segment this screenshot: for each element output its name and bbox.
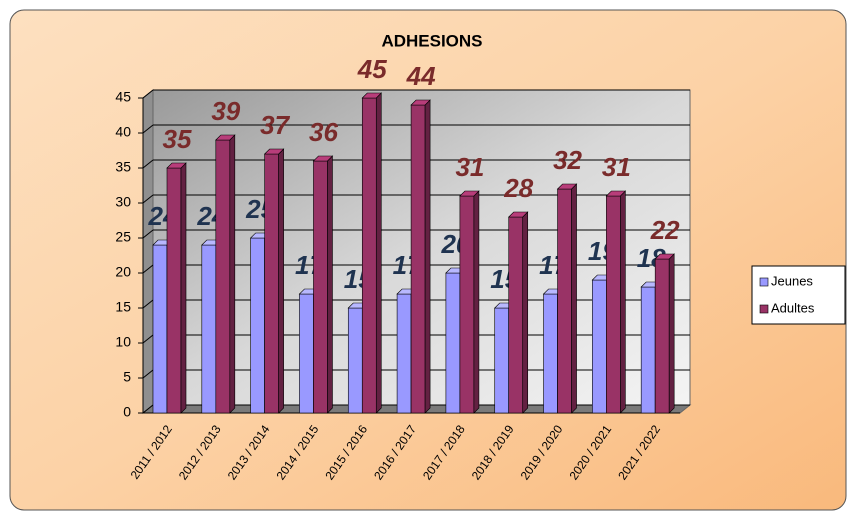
bar-top xyxy=(556,183,578,190)
data-label: 31 xyxy=(455,152,484,182)
bar-front xyxy=(347,307,363,414)
bar-top xyxy=(166,162,187,169)
y-tick-label: 5 xyxy=(123,369,131,385)
bar xyxy=(508,211,529,414)
bar-top xyxy=(263,148,285,155)
data-label: 28 xyxy=(503,173,533,203)
y-tick-label: 40 xyxy=(115,124,131,140)
bar-front xyxy=(494,307,510,414)
bar-front xyxy=(152,244,168,414)
bar xyxy=(312,155,334,414)
side-wall xyxy=(142,88,154,415)
grid-line-side xyxy=(142,159,154,169)
chart-title: ADHESIONS xyxy=(381,31,482,50)
bar-top xyxy=(459,190,480,197)
data-label: 35 xyxy=(163,124,192,154)
data-label: 32 xyxy=(553,145,582,175)
legend-label: Adultes xyxy=(771,300,815,315)
grid-line-side xyxy=(142,264,154,274)
bar-side xyxy=(424,99,431,414)
y-tick-label: 15 xyxy=(115,299,131,315)
grid-line-side xyxy=(142,404,154,414)
legend-swatch xyxy=(759,304,769,314)
bar-front xyxy=(313,160,328,414)
bar-front xyxy=(606,195,621,414)
legend-entries: Jeunes Adultes xyxy=(759,273,815,315)
legend-swatch xyxy=(759,277,769,287)
bar-front xyxy=(557,188,572,414)
data-label: 37 xyxy=(260,110,290,140)
bar xyxy=(215,134,236,414)
y-tick-label: 45 xyxy=(115,89,131,105)
data-label: 39 xyxy=(211,96,240,126)
y-tick-label: 30 xyxy=(115,194,131,210)
bar-side xyxy=(522,211,529,414)
grid-line-side xyxy=(142,89,154,99)
data-label: 36 xyxy=(309,117,338,147)
grid-line-side xyxy=(142,124,154,134)
bar-front xyxy=(215,139,231,414)
bar-side xyxy=(668,253,675,414)
bar-front xyxy=(166,167,182,414)
bar-front xyxy=(250,237,265,414)
bar-side xyxy=(473,190,480,414)
bar-top xyxy=(508,211,529,218)
grid-line-side xyxy=(142,229,154,239)
bar xyxy=(556,183,578,414)
bar-side xyxy=(278,148,284,414)
bar-side xyxy=(571,183,577,414)
y-tick-label: 35 xyxy=(115,159,131,175)
bar xyxy=(410,99,431,414)
grid-line-side xyxy=(142,334,154,344)
bar-front xyxy=(459,195,475,414)
data-label: 44 xyxy=(406,61,436,91)
bar-top xyxy=(605,190,627,197)
grid-line-side xyxy=(142,299,154,309)
bar-top xyxy=(312,155,334,162)
bar xyxy=(605,190,627,414)
bar-front xyxy=(410,104,426,414)
bar xyxy=(263,148,285,414)
bar xyxy=(361,92,382,414)
data-label: 22 xyxy=(650,215,680,245)
grid-line-side xyxy=(142,369,154,379)
bar-side xyxy=(327,155,333,414)
bar-front xyxy=(640,286,656,414)
bar-top xyxy=(215,134,236,141)
bar-front xyxy=(543,293,558,414)
y-tick-label: 20 xyxy=(115,264,131,280)
legend xyxy=(751,265,846,325)
bar-side xyxy=(180,162,187,414)
y-tick-label: 0 xyxy=(123,404,131,420)
bar-front xyxy=(654,258,670,414)
bar-top xyxy=(654,253,675,260)
data-label: 45 xyxy=(357,54,387,84)
bar xyxy=(166,162,187,414)
bar-side xyxy=(229,134,236,414)
bar-front xyxy=(592,279,607,414)
data-label: 31 xyxy=(602,152,631,182)
bar-front xyxy=(396,293,412,414)
bar-side xyxy=(620,190,626,414)
bar xyxy=(654,253,675,414)
bar-front xyxy=(264,153,279,414)
bar-front xyxy=(201,244,217,414)
grid-line-side xyxy=(142,194,154,204)
bar-front xyxy=(508,216,524,414)
bar-front xyxy=(361,97,377,414)
bar-top xyxy=(361,92,382,99)
legend-label: Jeunes xyxy=(771,273,813,288)
y-tick-label: 10 xyxy=(115,334,131,350)
bar-side xyxy=(375,92,382,414)
y-tick-label: 25 xyxy=(115,229,131,245)
bar-top xyxy=(410,99,431,106)
bar xyxy=(459,190,480,414)
bar-front xyxy=(445,272,461,414)
bar-front xyxy=(299,293,314,414)
